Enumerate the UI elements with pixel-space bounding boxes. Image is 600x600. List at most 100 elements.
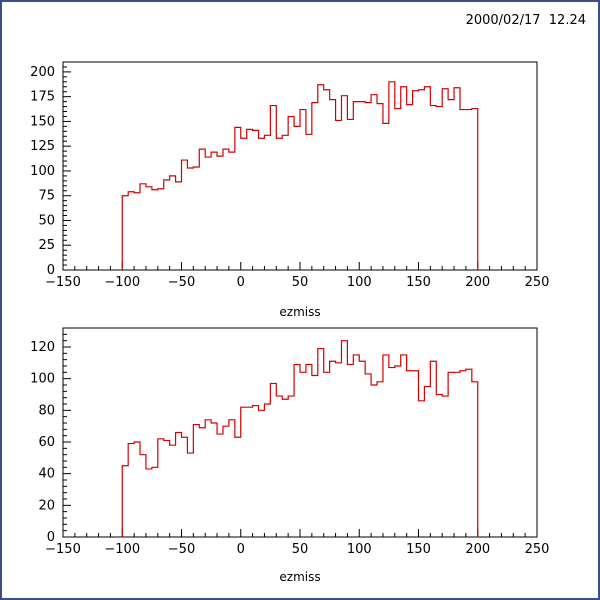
histogram-bin: [383, 355, 389, 537]
y-tick-label: 125: [30, 139, 55, 154]
x-tick-label: −150: [45, 275, 81, 290]
histogram-bin: [229, 420, 235, 537]
histogram-bin: [152, 467, 158, 537]
histogram-bin: [205, 420, 211, 537]
y-tick-label: 75: [38, 189, 55, 204]
histogram-bin: [424, 87, 430, 270]
histogram-bin: [336, 120, 342, 270]
histogram-bin: [300, 372, 306, 537]
y-tick-label: 40: [38, 467, 55, 482]
x-tick-label: −100: [104, 275, 140, 290]
histogram-bin: [247, 407, 253, 537]
histogram-bin: [164, 180, 170, 270]
x-tick-label: −50: [168, 542, 195, 557]
histogram-bin: [152, 190, 158, 270]
histogram-bin: [353, 102, 359, 270]
x-tick-label: 250: [525, 542, 550, 557]
histogram-bin: [341, 96, 347, 270]
x-tick-label: 150: [406, 275, 431, 290]
histogram-bin: [377, 104, 383, 270]
histogram-bin: [282, 399, 288, 537]
y-tick-label: 80: [38, 403, 55, 418]
x-tick-label: 250: [525, 275, 550, 290]
histogram-bin: [223, 426, 229, 537]
histogram-bin: [211, 423, 217, 537]
timestamp-label: 2000/02/17 12.24: [465, 13, 586, 28]
histogram-bin: [140, 184, 146, 270]
y-tick-label: 0: [47, 530, 55, 545]
histogram-bin: [294, 364, 300, 537]
x-tick-label: 200: [465, 542, 490, 557]
histogram-bin: [300, 110, 306, 270]
y-tick-label: 20: [38, 498, 55, 513]
histogram-bin: [371, 95, 377, 270]
histogram-bin: [146, 187, 152, 270]
histogram-bin: [122, 466, 128, 537]
histogram-outline-1: [121, 81, 479, 270]
x-tick-label: 100: [347, 275, 372, 290]
histogram-bin: [288, 396, 294, 537]
histogram-bin: [241, 407, 247, 537]
y-tick-label: 0: [47, 263, 55, 278]
x-tick-label: −150: [45, 542, 81, 557]
histogram-bin: [122, 196, 128, 270]
histogram-bin: [365, 374, 371, 537]
histogram-bin: [259, 410, 265, 537]
histogram-bin: [312, 376, 318, 538]
histogram-bin: [259, 138, 265, 270]
histogram-bin: [401, 87, 407, 270]
histogram-bin: [430, 106, 436, 270]
histogram-bin: [454, 372, 460, 537]
histogram-bin: [407, 105, 413, 270]
histogram-bin: [211, 152, 217, 270]
histogram-bin: [146, 469, 152, 537]
x-axis-label: ezmiss: [279, 305, 320, 319]
y-tick-label: 100: [30, 372, 55, 387]
histogram-bin: [365, 103, 371, 270]
histogram-bin: [324, 372, 330, 537]
histogram-bin: [424, 387, 430, 537]
histogram-bin: [330, 361, 336, 537]
histogram-bin: [341, 341, 347, 537]
histogram-bin: [253, 130, 259, 270]
histogram-bin: [472, 109, 478, 270]
histogram-bin: [413, 91, 419, 270]
histogram-bin: [413, 371, 419, 537]
histogram-bin: [229, 152, 235, 270]
histogram-bin: [448, 100, 454, 270]
histogram-bin: [359, 102, 365, 270]
histogram-bin: [460, 110, 466, 270]
x-tick-label: 50: [292, 275, 309, 290]
histogram-bin: [223, 149, 229, 270]
histogram-bin: [170, 445, 176, 537]
y-tick-label: 25: [38, 238, 55, 253]
histogram-bin: [205, 157, 211, 270]
histogram-bin: [276, 138, 282, 270]
histogram-bin: [353, 355, 359, 537]
histogram-bin: [442, 396, 448, 537]
histogram-bin: [407, 371, 413, 537]
histogram-bin: [294, 126, 300, 270]
x-tick-label: −100: [104, 542, 140, 557]
histogram-bin: [318, 349, 324, 537]
histogram-bin: [436, 395, 442, 538]
histogram-bin: [318, 85, 324, 270]
histogram-bin: [276, 396, 282, 537]
histogram-bin: [401, 355, 407, 537]
histogram-bin: [247, 129, 253, 270]
histogram-bin: [158, 439, 164, 537]
histogram-bin: [389, 82, 395, 270]
histogram-bin: [436, 107, 442, 270]
histogram-bin: [395, 109, 401, 270]
histogram-bin: [134, 442, 140, 537]
histogram-bin: [419, 401, 425, 537]
histogram-bin: [419, 90, 425, 270]
histogram-bin: [128, 444, 134, 537]
histogram-bin: [241, 138, 247, 270]
x-tick-label: 200: [465, 275, 490, 290]
histogram-bin: [306, 134, 312, 270]
y-tick-label: 150: [30, 114, 55, 129]
histogram-bin: [217, 434, 223, 537]
